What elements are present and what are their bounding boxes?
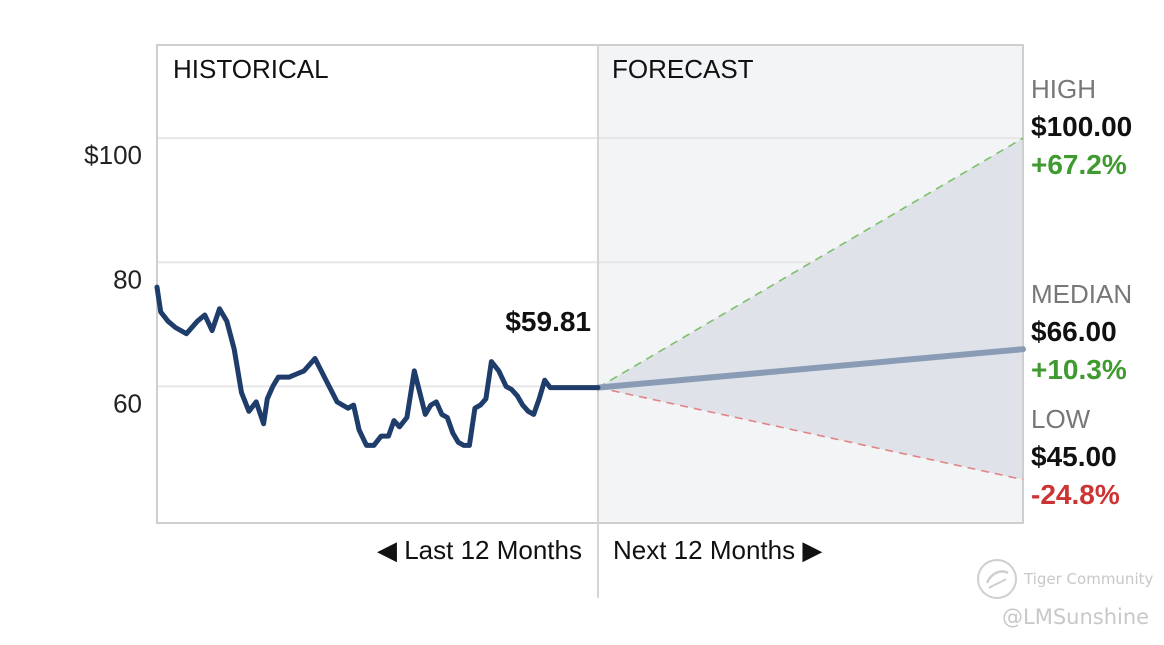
plot-border: [156, 44, 1024, 524]
tiger-community-logo-icon: [977, 559, 1017, 599]
last-12-months-label: ◀ Last 12 Months: [377, 535, 582, 565]
median-title: MEDIAN: [1031, 279, 1132, 309]
last-price-label: $59.81: [505, 306, 591, 337]
y-tick-label: $100: [84, 140, 142, 170]
next-12-months-label: Next 12 Months ▶: [613, 535, 822, 565]
y-axis-ticks: $100 80 60: [84, 140, 142, 418]
high-change: +67.2%: [1031, 149, 1127, 180]
watermark-handle: @LMSunshine: [1002, 605, 1150, 629]
median-forecast-line: [595, 346, 1026, 391]
y-tick-label: 80: [113, 264, 142, 294]
low-forecast-line: [597, 386, 1024, 481]
high-title: HIGH: [1031, 74, 1096, 104]
low-price: $45.00: [1031, 441, 1117, 472]
forecast-range-band: [598, 138, 1023, 480]
median-price: $66.00: [1031, 316, 1117, 347]
forecast-section-label: FORECAST: [612, 54, 754, 84]
historical-section-label: HISTORICAL: [173, 54, 329, 84]
low-change: -24.8%: [1031, 479, 1120, 510]
y-tick-label: 60: [113, 388, 142, 418]
low-title: LOW: [1031, 404, 1091, 434]
high-forecast-line: [597, 137, 1024, 389]
median-change: +10.3%: [1031, 354, 1127, 385]
high-price: $100.00: [1031, 111, 1132, 142]
historical-price-line: [154, 284, 601, 448]
watermark-brand: Tiger Community: [1024, 570, 1154, 588]
historical-panel: [157, 45, 598, 523]
